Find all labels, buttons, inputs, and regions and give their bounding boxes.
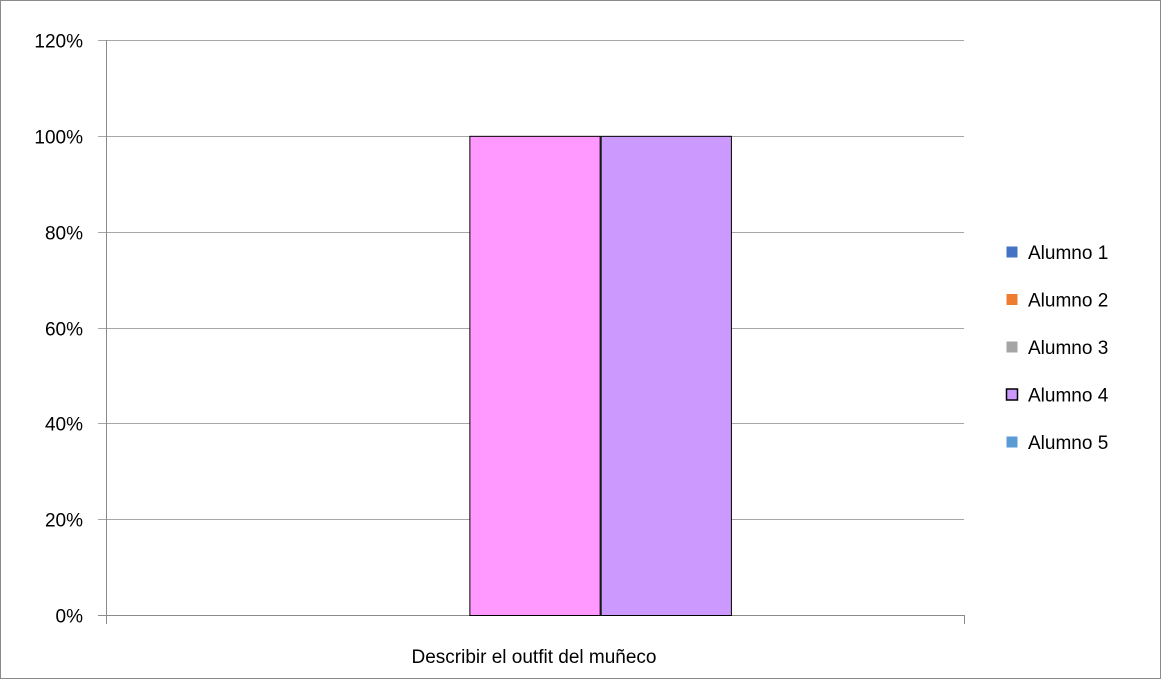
legend-label: Alumno 5 (1028, 433, 1108, 454)
y-axis: 0% 20% 40% 60% 80% 100% 120% (34, 32, 107, 628)
bar (469, 135, 601, 616)
legend-label: Alumno 3 (1028, 338, 1108, 359)
legend-swatch (1006, 341, 1018, 353)
y-tick-label: 40% (45, 415, 83, 436)
legend-swatch (1006, 436, 1018, 448)
x-axis: Describir el outfit del muñeco (106, 615, 965, 668)
bar (600, 135, 732, 616)
y-tick-label: 0% (56, 607, 84, 628)
y-tick-label: 80% (45, 224, 83, 245)
legend: Alumno 1 Alumno 2 Alumno 3 Alumno 4 Alumno 5 (1005, 243, 1109, 454)
legend-label: Alumno 2 (1028, 291, 1108, 312)
y-tick-label: 120% (34, 32, 83, 53)
legend-swatch (1006, 294, 1018, 305)
y-tick-label: 60% (45, 320, 83, 341)
legend-label: Alumno 4 (1028, 386, 1109, 407)
y-tick-label: 20% (45, 511, 83, 532)
y-tick-label: 100% (34, 128, 83, 149)
x-tick-label: Describir el outfit del muñeco (412, 647, 657, 668)
legend-swatch (1005, 388, 1019, 401)
bars (469, 135, 732, 616)
legend-swatch (1006, 246, 1018, 258)
legend-label: Alumno 1 (1028, 243, 1108, 264)
